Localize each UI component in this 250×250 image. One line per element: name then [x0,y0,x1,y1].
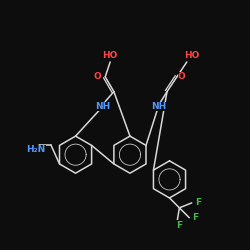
Text: HO: HO [102,51,118,60]
Text: O: O [178,72,186,81]
Text: H₂N: H₂N [26,145,45,154]
Text: NH: NH [151,102,166,111]
Text: F: F [176,220,182,230]
Text: HO: HO [184,51,200,60]
Text: NH: NH [95,102,110,111]
Text: F: F [192,213,198,222]
Text: F: F [195,198,201,207]
Text: O: O [94,72,102,81]
